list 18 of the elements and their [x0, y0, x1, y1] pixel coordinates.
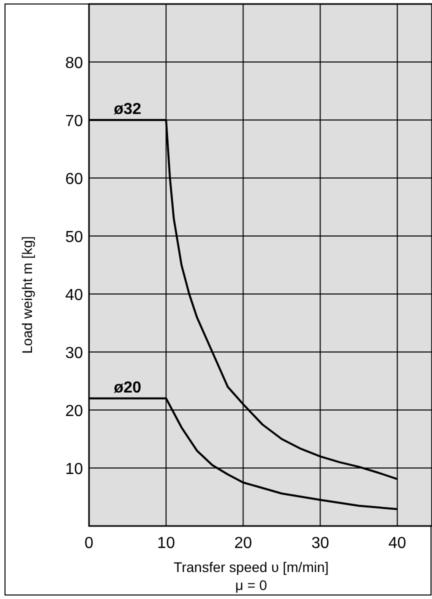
- y-tick-label: 30: [65, 345, 84, 362]
- y-tick-label: 60: [65, 171, 84, 188]
- y-tick-label: 80: [65, 55, 84, 72]
- text: μ = 0: [235, 577, 268, 593]
- x-axis-title: Transfer speed υ [m/min]: [174, 559, 329, 575]
- x-tick-label: 0: [84, 535, 94, 552]
- y-axis-title: Load weight m [kg]: [19, 236, 35, 354]
- annotation: ø32: [114, 101, 142, 118]
- y-tick-label: 10: [65, 461, 84, 478]
- x-tick-label: 30: [311, 535, 330, 552]
- y-tick-label: 40: [65, 287, 84, 304]
- y-tick-label: 70: [65, 113, 84, 130]
- x-tick-label: 10: [157, 535, 176, 552]
- y-tick-label: 20: [65, 403, 84, 420]
- y-tick-label: 50: [65, 229, 84, 246]
- x-tick-label: 20: [234, 535, 252, 552]
- annotation: ø20: [114, 379, 142, 396]
- x-tick-label: 40: [388, 535, 406, 552]
